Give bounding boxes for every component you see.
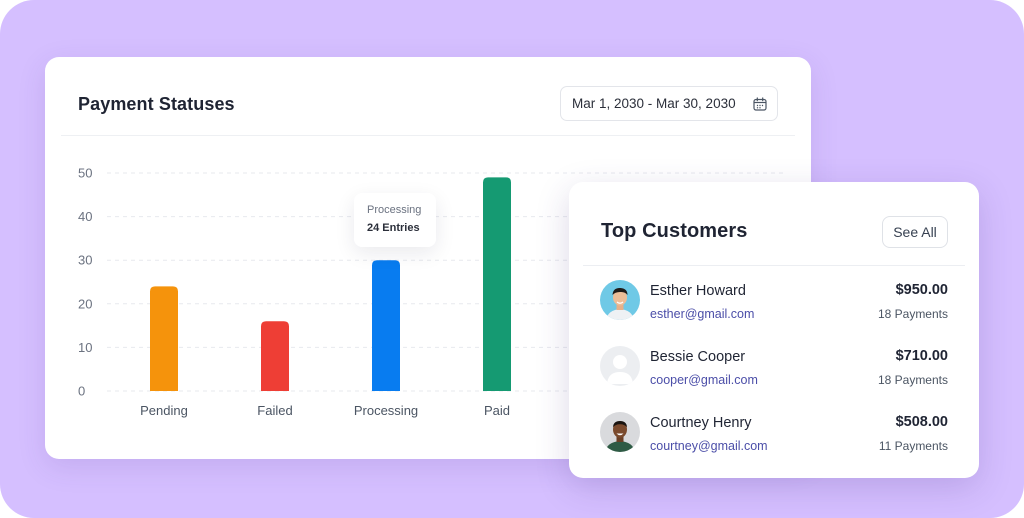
- bar-pending: [150, 286, 178, 391]
- customer-payments: 11 Payments: [878, 439, 948, 453]
- tooltip-value: 24 Entries: [367, 222, 420, 234]
- date-range-picker[interactable]: Mar 1, 2030 - Mar 30, 2030: [560, 86, 778, 121]
- customer-amount: $950.00: [895, 282, 948, 298]
- customer-email[interactable]: cooper@gmail.com: [650, 373, 758, 387]
- customer-email[interactable]: courtney@gmail.com: [650, 439, 768, 453]
- customer-row[interactable]: Courtney Henry courtney@gmail.com $508.0…: [569, 412, 979, 468]
- date-range-label: Mar 1, 2030 - Mar 30, 2030: [572, 96, 736, 111]
- customer-amount: $508.00: [895, 414, 948, 430]
- customer-payments: 18 Payments: [877, 307, 948, 321]
- top-customers-card: Top Customers See All Esther Howard esth…: [569, 182, 979, 478]
- top-customers-title: Top Customers: [601, 220, 748, 242]
- payment-statuses-title: Payment Statuses: [78, 94, 235, 114]
- x-tick-label: Processing: [354, 403, 418, 418]
- header-divider: [61, 135, 795, 136]
- payment-status-bar-chart: 0 10 20 30 40 50 Pending Failed Processing Paid: [78, 166, 785, 418]
- avatar: [600, 280, 640, 320]
- y-tick-label: 10: [78, 340, 92, 355]
- bar-processing: [372, 260, 400, 391]
- avatar: [600, 412, 640, 452]
- calendar-icon: [753, 97, 767, 111]
- avatar-placeholder: [600, 346, 640, 386]
- customer-row[interactable]: Bessie Cooper cooper@gmail.com $710.00 1…: [569, 346, 979, 402]
- y-tick-label: 50: [78, 166, 92, 181]
- x-tick-label: Failed: [257, 403, 292, 418]
- bar-paid: [483, 177, 511, 391]
- chart-tooltip: Processing 24 Entries: [354, 193, 436, 247]
- y-tick-label: 40: [78, 209, 92, 224]
- x-tick-label: Paid: [484, 403, 510, 418]
- tooltip-label: Processing: [367, 204, 422, 216]
- bar-failed: [261, 321, 289, 391]
- customer-amount: $710.00: [895, 348, 948, 364]
- y-tick-label: 20: [78, 296, 92, 311]
- y-tick-label: 0: [78, 384, 85, 399]
- y-tick-label: 30: [78, 253, 92, 268]
- customer-email[interactable]: esther@gmail.com: [650, 307, 755, 321]
- customer-payments: 18 Payments: [877, 373, 948, 387]
- see-all-button[interactable]: See All: [882, 216, 948, 248]
- customer-row[interactable]: Esther Howard esther@gmail.com $950.00 1…: [569, 280, 979, 336]
- customer-name: Courtney Henry: [650, 415, 752, 431]
- customers-divider: [583, 265, 965, 266]
- customer-name: Bessie Cooper: [650, 349, 746, 365]
- customer-name: Esther Howard: [650, 283, 746, 299]
- x-tick-label: Pending: [140, 403, 188, 418]
